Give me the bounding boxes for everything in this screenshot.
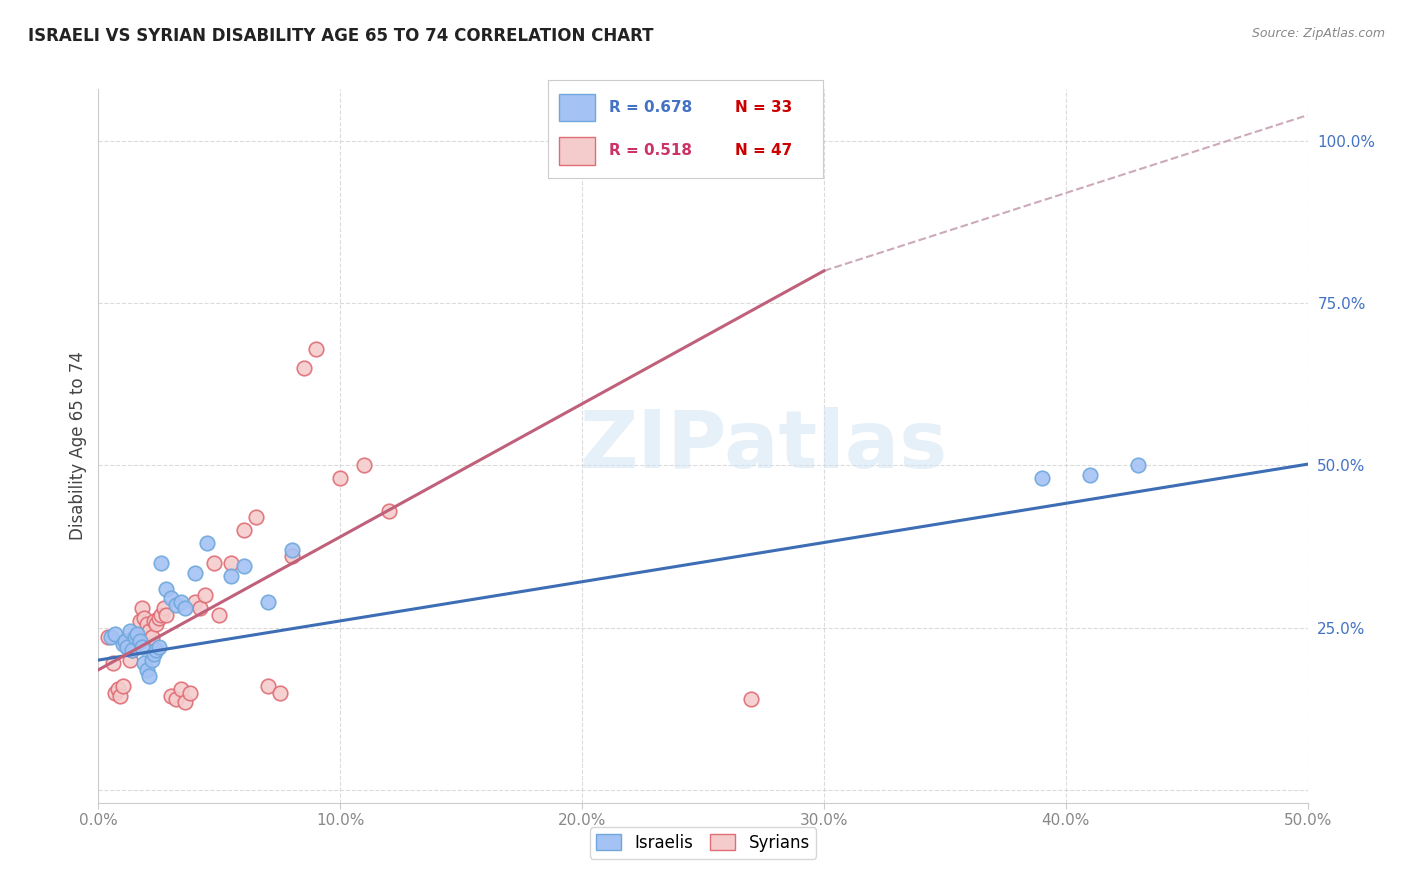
Point [160, 591, 183, 606]
Legend: Israelis, Syrians: Israelis, Syrians [589, 828, 817, 859]
Point [145, 617, 167, 632]
Point [188, 601, 211, 615]
Point [208, 607, 231, 622]
Point [305, 342, 328, 356]
Point [114, 633, 136, 648]
Point [138, 669, 160, 683]
Point [740, 692, 762, 706]
Point [194, 588, 217, 602]
Point [131, 601, 153, 615]
Point [118, 624, 141, 638]
Point [329, 471, 352, 485]
Point [135, 617, 157, 632]
Point [174, 601, 197, 615]
Point [165, 598, 187, 612]
Point [111, 637, 134, 651]
Point [138, 624, 160, 638]
Point [195, 536, 218, 550]
Point [150, 556, 173, 570]
Point [128, 614, 150, 628]
Point [155, 607, 177, 622]
Point [1031, 471, 1053, 485]
Text: R = 0.518: R = 0.518 [609, 144, 692, 159]
Point [165, 692, 187, 706]
Bar [560, 94, 595, 121]
Point [97, 631, 120, 645]
Point [292, 361, 315, 376]
Point [221, 556, 243, 570]
Point [101, 657, 124, 671]
Point [281, 542, 304, 557]
Point [148, 611, 170, 625]
Point [111, 679, 134, 693]
Point [152, 601, 174, 615]
Point [143, 647, 166, 661]
Point [114, 633, 136, 648]
Point [127, 627, 149, 641]
Point [1128, 458, 1150, 473]
Point [143, 614, 166, 628]
Point [184, 595, 207, 609]
Point [256, 595, 278, 609]
Point [104, 685, 127, 699]
Bar [560, 137, 595, 165]
Point [169, 682, 191, 697]
Point [124, 637, 146, 651]
Point [117, 640, 139, 654]
Point [221, 568, 243, 582]
Point [141, 653, 163, 667]
Text: R = 0.678: R = 0.678 [609, 100, 692, 115]
Text: N = 33: N = 33 [735, 100, 792, 115]
Text: Source: ZipAtlas.com: Source: ZipAtlas.com [1251, 27, 1385, 40]
Point [353, 458, 375, 473]
Point [245, 510, 267, 524]
Point [121, 643, 143, 657]
Point [1078, 468, 1101, 483]
Point [148, 640, 170, 654]
Point [169, 595, 191, 609]
Text: ISRAELI VS SYRIAN DISABILITY AGE 65 TO 74 CORRELATION CHART: ISRAELI VS SYRIAN DISABILITY AGE 65 TO 7… [28, 27, 654, 45]
Point [135, 663, 157, 677]
Point [145, 643, 167, 657]
Point [256, 679, 278, 693]
Point [121, 643, 143, 657]
Point [100, 631, 122, 645]
Text: ZIPatlas: ZIPatlas [579, 407, 948, 485]
Point [232, 524, 254, 538]
Point [204, 556, 226, 570]
Point [232, 559, 254, 574]
Point [108, 689, 131, 703]
Point [179, 685, 201, 699]
Point [174, 695, 197, 709]
Point [131, 640, 153, 654]
Point [141, 631, 163, 645]
Point [117, 640, 139, 654]
Text: N = 47: N = 47 [735, 144, 792, 159]
Point [118, 653, 141, 667]
Point [765, 140, 787, 154]
Point [134, 657, 156, 671]
Point [134, 611, 156, 625]
Point [184, 566, 207, 580]
Point [155, 582, 177, 596]
Point [269, 685, 291, 699]
Point [104, 627, 127, 641]
Point [281, 549, 304, 564]
Point [128, 633, 150, 648]
Point [160, 689, 183, 703]
Point [107, 682, 129, 697]
Point [377, 504, 399, 518]
Point [124, 631, 146, 645]
Y-axis label: Disability Age 65 to 74: Disability Age 65 to 74 [69, 351, 87, 541]
Point [127, 633, 149, 648]
Point [150, 607, 173, 622]
